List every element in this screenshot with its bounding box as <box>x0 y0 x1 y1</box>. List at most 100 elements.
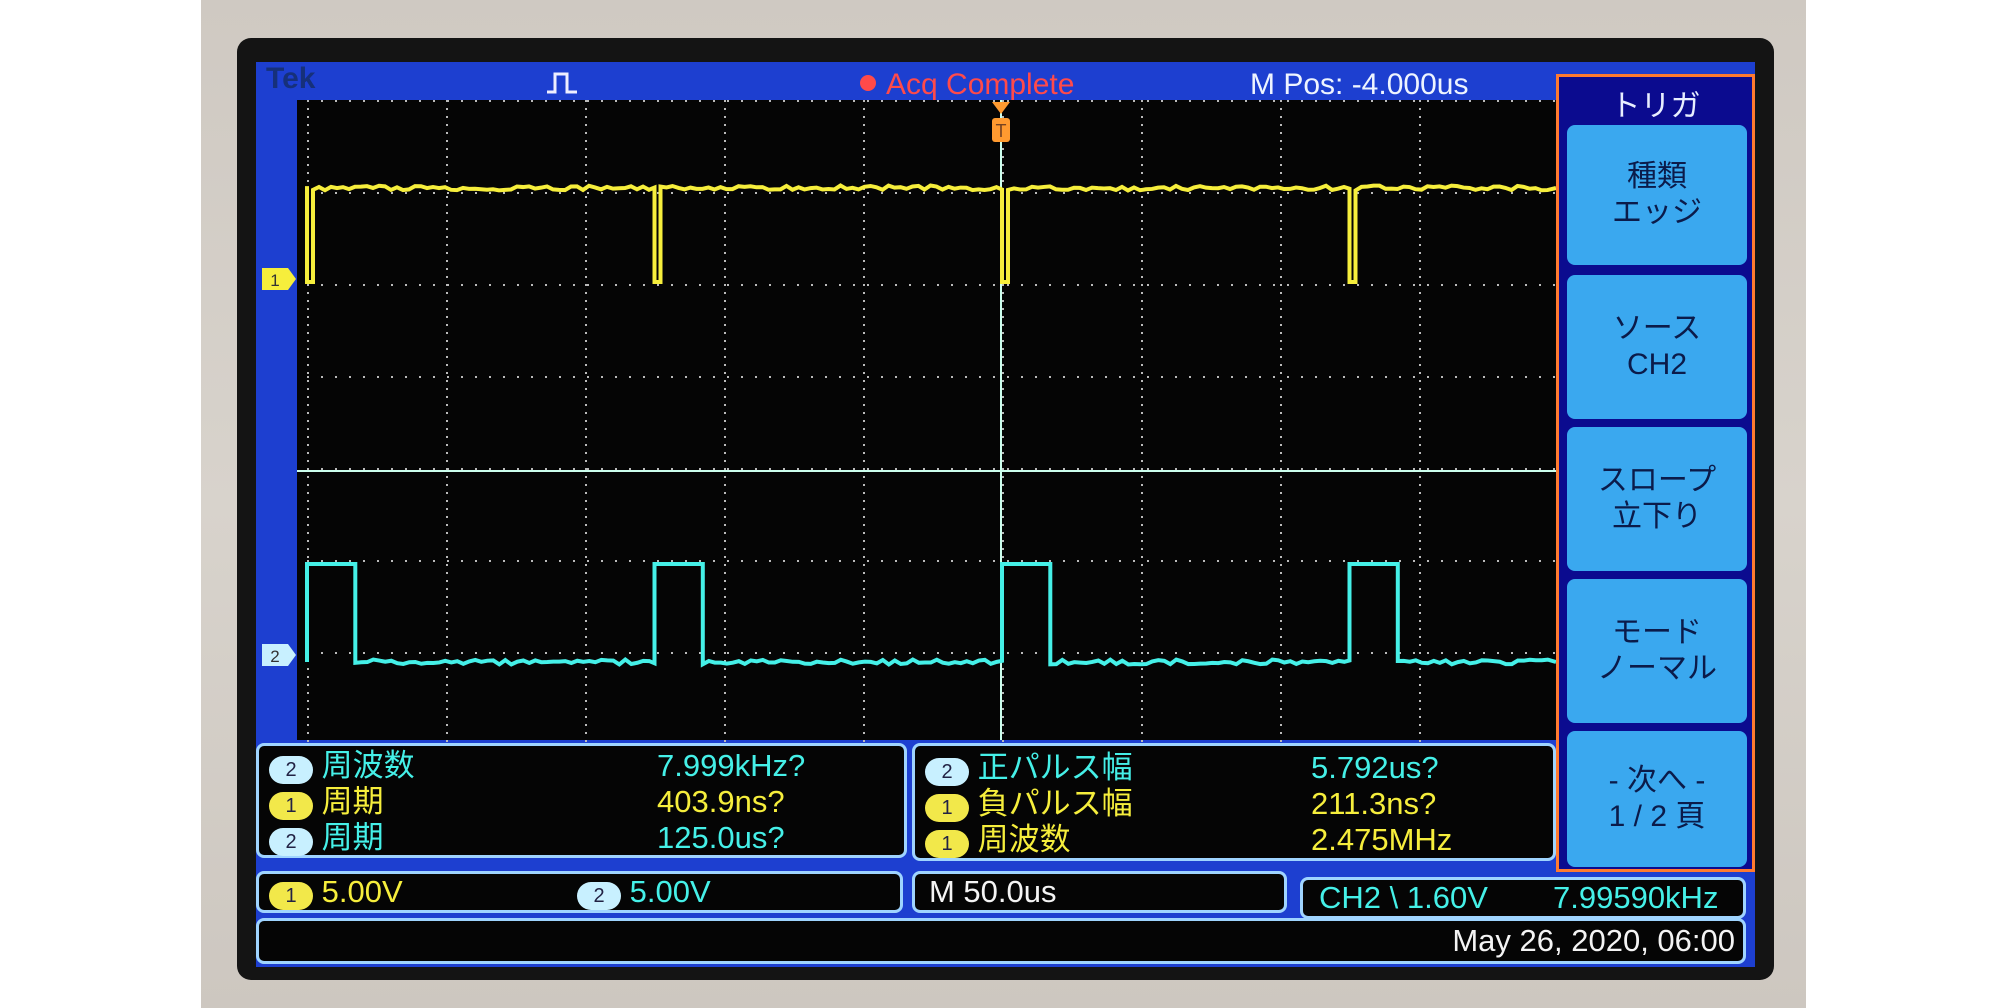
grid-dot <box>1280 516 1282 518</box>
grid-dot <box>1553 560 1555 562</box>
grid-dot <box>517 284 519 286</box>
grid-dot <box>307 172 309 174</box>
grid-dot <box>503 376 505 378</box>
trigger-mode-button[interactable]: モード ノーマル <box>1567 579 1747 723</box>
grid-dot <box>1105 652 1107 654</box>
grid-dot <box>1301 560 1303 562</box>
grid-dot <box>863 652 865 654</box>
grid-dot <box>724 108 726 110</box>
grid-dot <box>1141 460 1143 462</box>
grid-dot <box>446 236 448 238</box>
grid-dot <box>979 376 981 378</box>
grid-dot <box>727 560 729 562</box>
grid-dot <box>475 192 477 194</box>
grid-dot <box>585 396 587 398</box>
grid-dot <box>724 124 726 126</box>
grid-dot <box>461 192 463 194</box>
grid-dot <box>724 324 726 326</box>
grid-dot <box>307 444 309 446</box>
grid-dot <box>1141 148 1143 150</box>
grid-dot <box>419 376 421 378</box>
measurement-value: 7.999kHz? <box>657 748 805 784</box>
grid-dot <box>585 644 587 646</box>
grid-dot <box>923 284 925 286</box>
grid-dot <box>585 100 587 102</box>
grid-dot <box>863 428 865 430</box>
trigger-type-button[interactable]: 種類 エッジ <box>1567 125 1747 265</box>
grid-dot <box>769 192 771 194</box>
grid-dot <box>1419 516 1421 518</box>
grid-dot <box>559 284 561 286</box>
timebase-panel[interactable]: M 50.0us <box>912 871 1287 913</box>
grid-dot <box>937 560 939 562</box>
grid-dot <box>1002 428 1004 430</box>
grid-dot <box>1419 452 1421 454</box>
grid-dot <box>724 276 726 278</box>
measurement-value: 2.475MHz <box>1311 822 1452 858</box>
grid-dot <box>573 192 575 194</box>
grid-dot <box>724 308 726 310</box>
grid-dot <box>1419 652 1421 654</box>
grid-dot <box>724 292 726 294</box>
grid-dot <box>1273 468 1275 470</box>
grid-dot <box>587 192 589 194</box>
grid-dot <box>1315 284 1317 286</box>
grid-dot <box>1413 192 1415 194</box>
grid-dot <box>1419 436 1421 438</box>
grid-dot <box>965 376 967 378</box>
grid-dot <box>724 740 726 742</box>
grid-dot <box>1441 100 1443 102</box>
grid-dot <box>1301 468 1303 470</box>
grid-dot <box>965 560 967 562</box>
grid-dot <box>1497 376 1499 378</box>
grid-dot <box>909 284 911 286</box>
grid-dot <box>489 468 491 470</box>
next-page-button[interactable]: - 次へ -1 / 2 頁 <box>1567 731 1747 867</box>
grid-dot <box>1280 436 1282 438</box>
grid-dot <box>1419 276 1421 278</box>
grid-dot <box>863 444 865 446</box>
trigger-menu: トリガ 種類 エッジ ソース CH2 スロープ 立下り モード ノーマル - 次へ -1… <box>1556 74 1755 872</box>
grid-dot <box>863 260 865 262</box>
grid-dot <box>724 236 726 238</box>
grid-dot <box>461 560 463 562</box>
grid-dot <box>863 324 865 326</box>
grid-dot <box>724 116 726 118</box>
grid-dot <box>1203 560 1205 562</box>
grid-dot <box>1357 560 1359 562</box>
grid-dot <box>1119 468 1121 470</box>
grid-dot <box>979 652 981 654</box>
grid-dot <box>1441 652 1443 654</box>
grid-dot <box>446 244 448 246</box>
grid-dot <box>965 100 967 102</box>
grid-dot <box>1063 284 1065 286</box>
grid-dot <box>405 652 407 654</box>
grid-dot <box>1497 284 1499 286</box>
grid-dot <box>1091 468 1093 470</box>
grid-dot <box>724 580 726 582</box>
grid-dot <box>585 476 587 478</box>
grid-dot <box>585 652 587 654</box>
trigger-source-button[interactable]: ソース CH2 <box>1567 275 1747 419</box>
grid-dot <box>1141 204 1143 206</box>
trigger-slope-button[interactable]: スロープ 立下り <box>1567 427 1747 571</box>
ch1-scale[interactable]: 1 5.00V <box>269 874 403 910</box>
grid-dot <box>1419 604 1421 606</box>
grid-dot <box>531 560 533 562</box>
grid-dot <box>1002 684 1004 686</box>
grid-dot <box>1280 460 1282 462</box>
trigger-status-panel[interactable]: CH2 \ 1.60V 7.99590kHz <box>1300 877 1746 919</box>
grid-dot <box>1259 560 1261 562</box>
trigger-readout: CH2 \ 1.60V <box>1319 880 1488 916</box>
grid-dot <box>489 284 491 286</box>
grid-dot <box>965 284 967 286</box>
measurement-row: 2 周期 <box>269 820 384 856</box>
grid-dot <box>629 652 631 654</box>
grid-dot <box>391 100 393 102</box>
grid-dot <box>349 652 351 654</box>
measurement-row: 1 周期 <box>269 784 384 820</box>
ch2-scale[interactable]: 2 5.00V <box>577 874 711 910</box>
grid-dot <box>713 652 715 654</box>
grid-dot <box>863 116 865 118</box>
grid-dot <box>601 284 603 286</box>
